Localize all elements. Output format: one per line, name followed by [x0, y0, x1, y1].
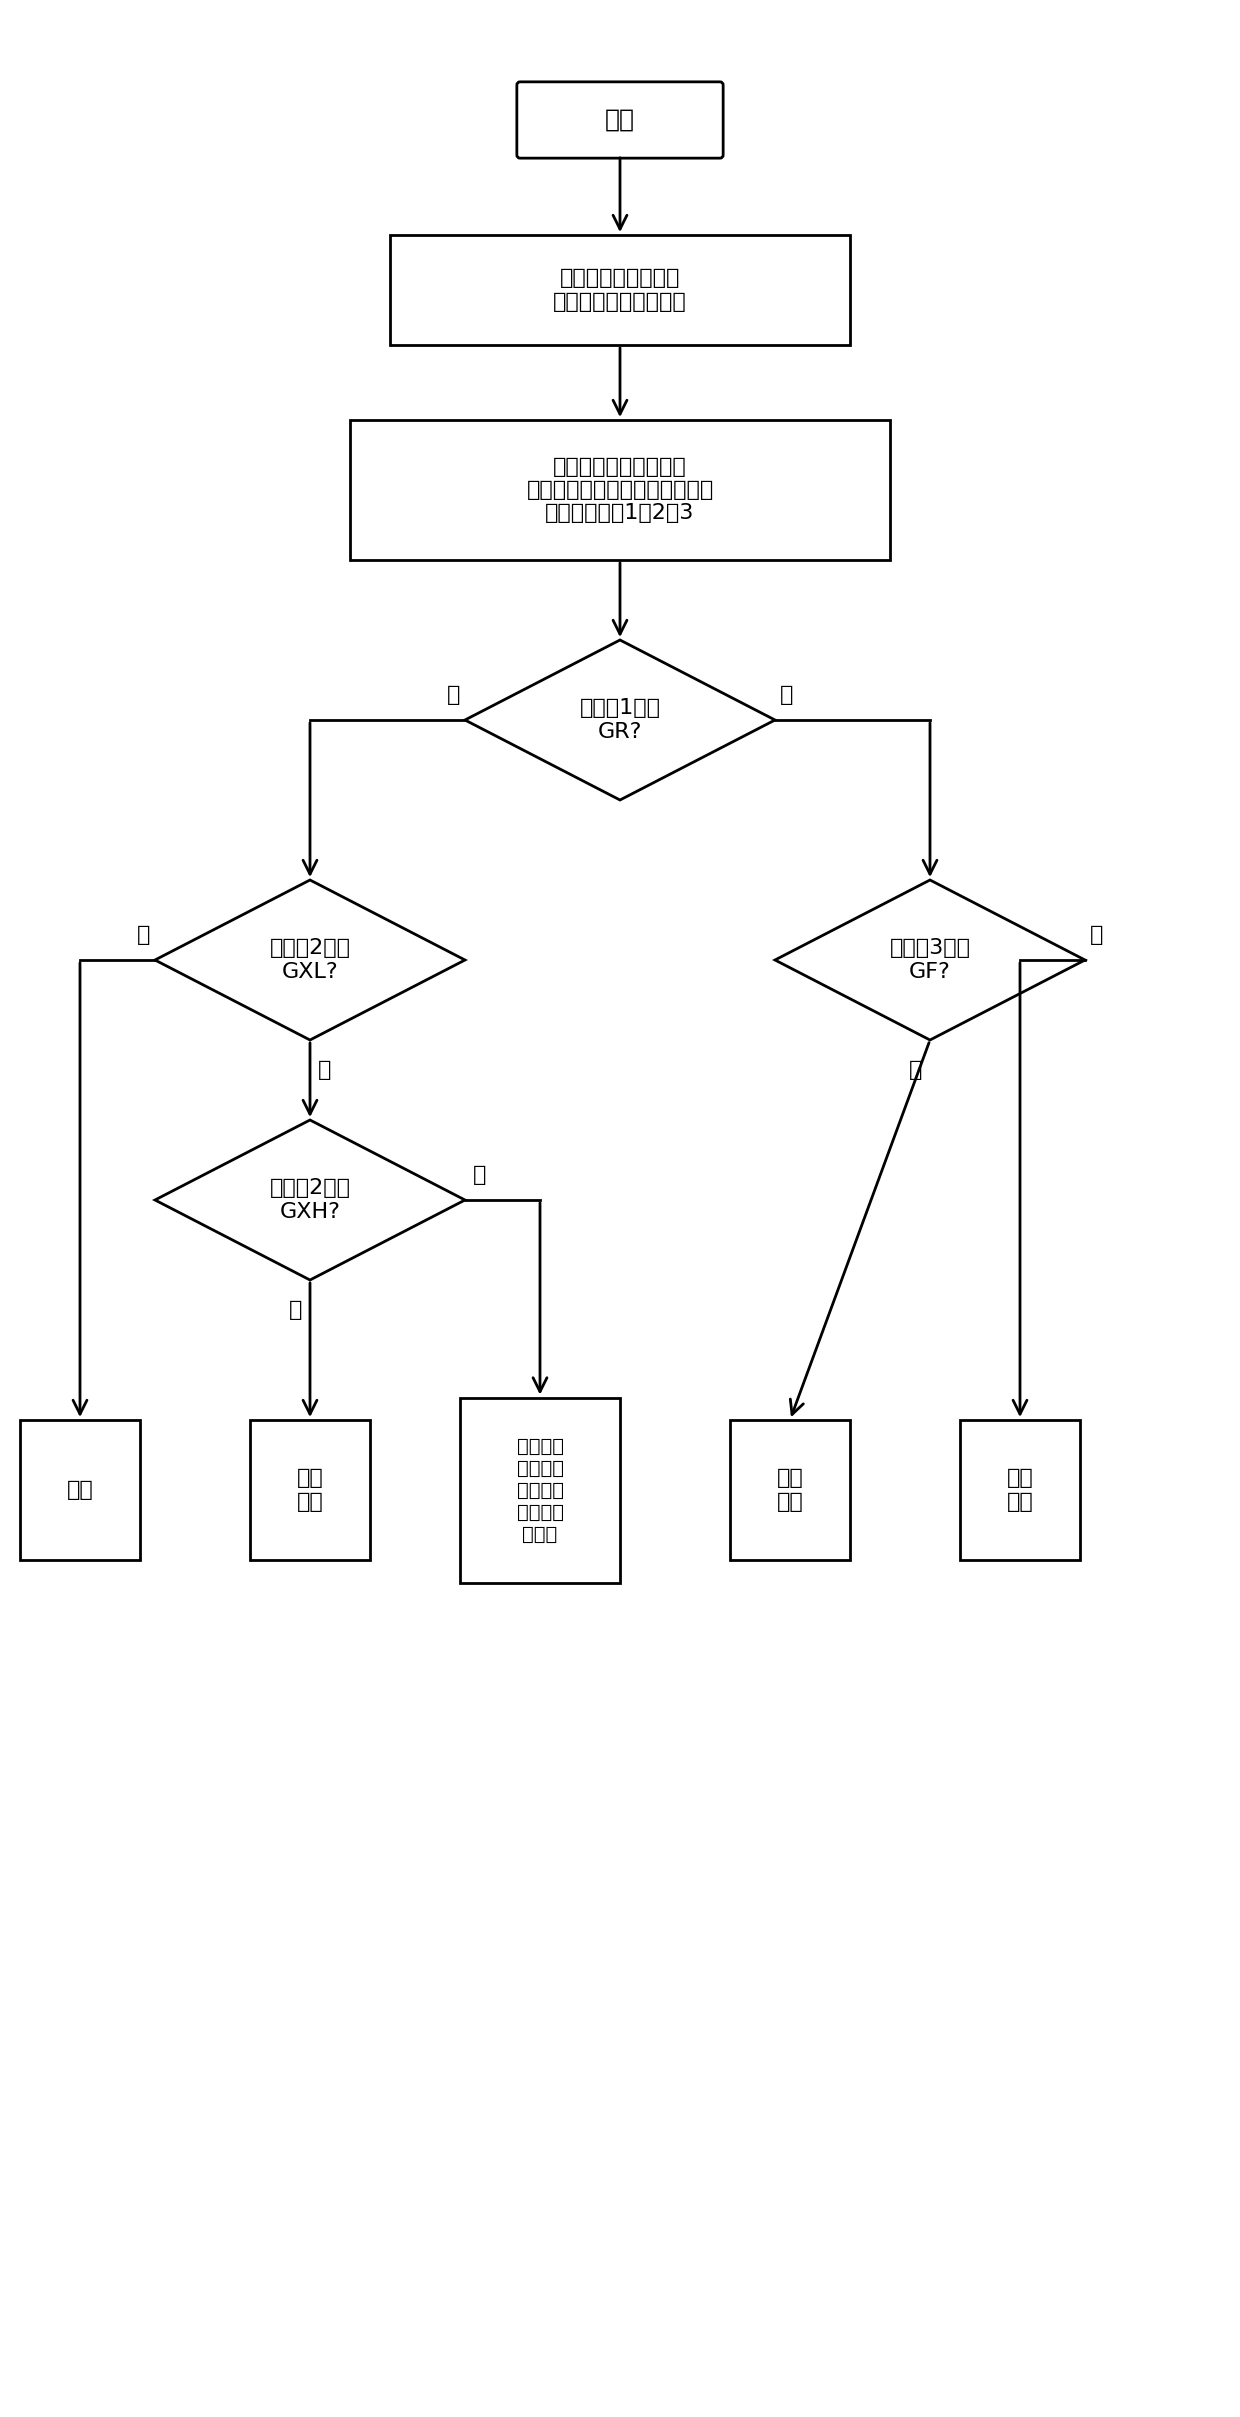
Text: 否: 否: [136, 926, 150, 945]
Bar: [391, 234, 849, 346]
FancyBboxPatch shape: [517, 82, 723, 157]
Text: 特征量2大于
GXL?: 特征量2大于 GXL?: [269, 938, 351, 981]
Text: 是: 是: [289, 1300, 303, 1320]
Polygon shape: [465, 641, 775, 800]
Text: 铁芯
故障: 铁芯 故障: [1007, 1470, 1033, 1511]
Text: 特征量2大于
GXH?: 特征量2大于 GXH?: [269, 1179, 351, 1221]
Polygon shape: [155, 1119, 465, 1281]
Bar: [250, 1421, 370, 1559]
Text: 是: 是: [909, 1061, 923, 1080]
Bar: [730, 1421, 849, 1559]
Polygon shape: [775, 880, 1085, 1039]
Text: 否: 否: [1090, 926, 1104, 945]
Text: 是: 是: [317, 1061, 331, 1080]
Text: 否: 否: [446, 684, 460, 706]
Text: 轻微故障
（铁芯轻
微故障、
绕组轻微
变形）: 轻微故障 （铁芯轻 微故障、 绕组轻微 变形）: [517, 1436, 563, 1544]
Bar: [960, 1421, 1080, 1559]
Text: 否: 否: [472, 1165, 486, 1184]
Polygon shape: [155, 880, 465, 1039]
Text: 根据变压器参数正常值
计算辨识值对于正常值的偏差，
并计算特征量1、2、3: 根据变压器参数正常值 计算辨识值对于正常值的偏差， 并计算特征量1、2、3: [526, 457, 714, 522]
Text: 匹间
短路: 匹间 短路: [776, 1470, 804, 1511]
Text: 开始: 开始: [605, 109, 635, 133]
Text: 绕组
变形: 绕组 变形: [296, 1470, 324, 1511]
Text: 开始参数辨识，得到
适应度、各参数辨识值: 开始参数辨识，得到 适应度、各参数辨识值: [553, 268, 687, 312]
Text: 正常: 正常: [67, 1479, 93, 1501]
Bar: [460, 1397, 620, 1583]
Text: 特征量1大于
GR?: 特征量1大于 GR?: [579, 699, 661, 742]
Text: 特征量3大于
GF?: 特征量3大于 GF?: [889, 938, 971, 981]
Bar: [20, 1421, 140, 1559]
Text: 是: 是: [780, 684, 794, 706]
Bar: [350, 421, 890, 561]
